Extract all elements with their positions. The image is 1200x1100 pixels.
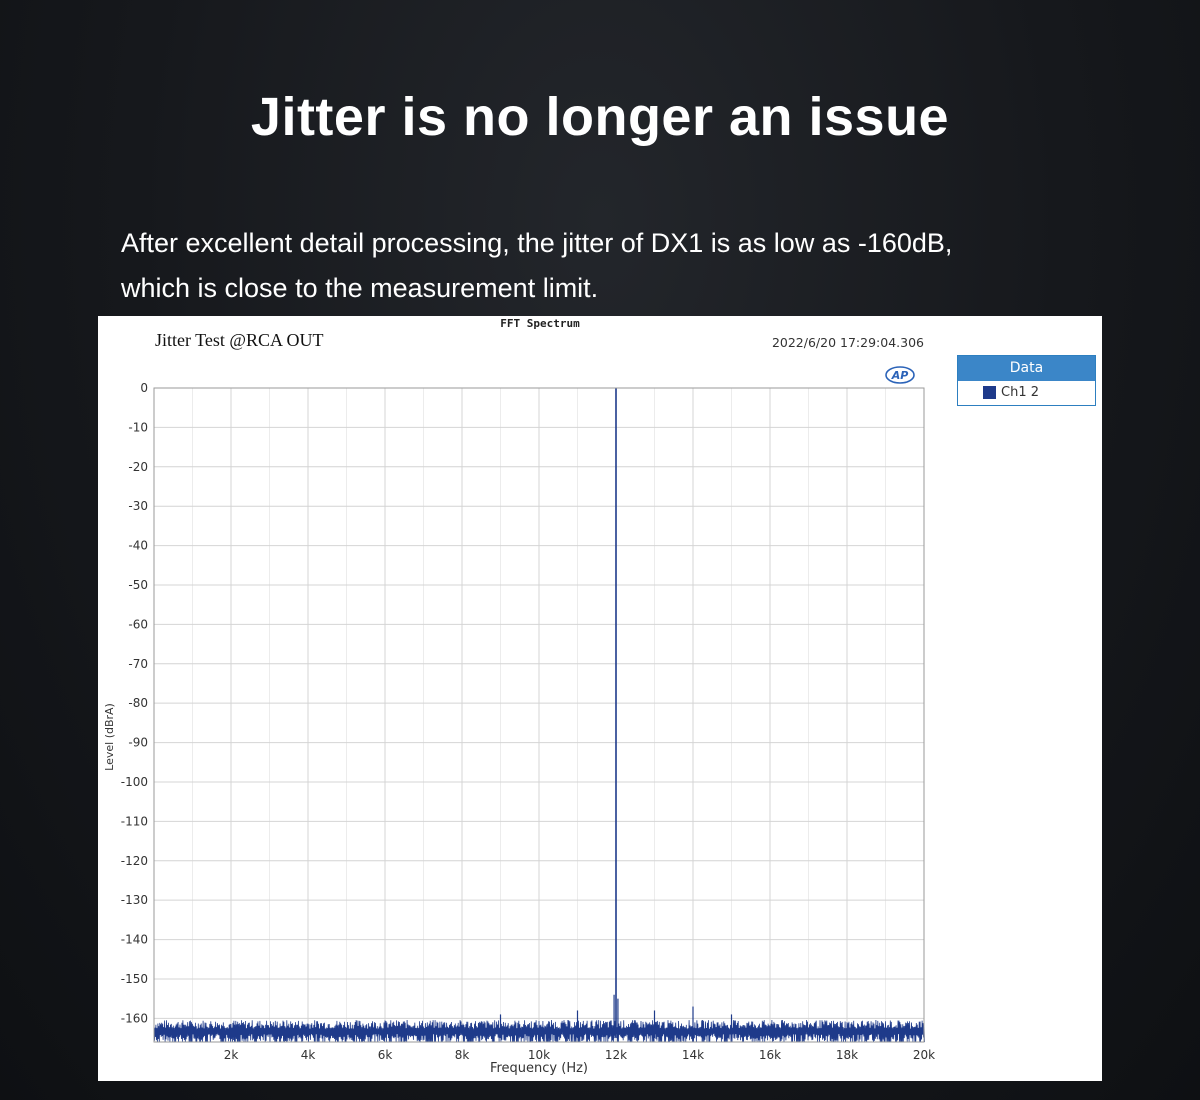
y-tick-label: -140	[121, 933, 148, 947]
x-axis-label: Frequency (Hz)	[490, 1061, 588, 1076]
page-headline: Jitter is no longer an issue	[250, 87, 950, 147]
legend-swatch	[983, 386, 996, 399]
y-tick-label: 0	[140, 381, 148, 395]
legend-title: Data	[958, 356, 1095, 381]
page-description: After excellent detail processing, the j…	[121, 221, 1121, 311]
y-tick-label: -120	[121, 854, 148, 868]
y-tick-label: -60	[128, 617, 148, 631]
fft-spectrum-chart: 0 -10 -20 -30 -40 -50 -60 -70 -80 -90 -100 -110 -120…	[103, 317, 935, 1076]
x-tick-label: 4k	[301, 1048, 316, 1062]
y-tick-label: -40	[128, 539, 148, 553]
y-tick-label: -110	[121, 814, 148, 828]
y-tick-label: -30	[128, 499, 148, 513]
y-tick-label: -90	[128, 736, 148, 750]
ap-logo-ring	[885, 366, 915, 384]
y-tick-label: -10	[128, 420, 148, 434]
y-tick-label: -70	[128, 657, 148, 671]
legend-entry: Ch1 2	[958, 381, 1095, 405]
chart-legend: Data Ch1 2	[957, 355, 1096, 406]
x-tick-label: 20k	[913, 1048, 935, 1062]
x-tick-label: 14k	[682, 1048, 704, 1062]
y-tick-label: -80	[128, 696, 148, 710]
ap-logo-icon: AP	[885, 366, 915, 384]
ap-logo-text: AP	[891, 369, 909, 382]
x-tick-label: 12k	[605, 1048, 627, 1062]
chart-timestamp: 2022/6/20 17:29:04.306	[772, 335, 924, 350]
description-line-1: After excellent detail processing, the j…	[121, 228, 953, 258]
chart-subtitle: Jitter Test @RCA OUT	[155, 330, 324, 350]
y-axis-label: Level (dBrA)	[103, 703, 116, 771]
x-tick-label: 6k	[378, 1048, 393, 1062]
noise-floor-trace	[153, 1019, 925, 1043]
chart-title: FFT Spectrum	[500, 317, 580, 330]
y-tick-label: -130	[121, 893, 148, 907]
y-tick-label: -150	[121, 972, 148, 986]
description-line-2: which is close to the measurement limit.	[121, 273, 599, 303]
x-tick-label: 16k	[759, 1048, 781, 1062]
y-tick-label: -100	[121, 775, 148, 789]
y-tick-label: -20	[128, 460, 148, 474]
plot-frame	[153, 387, 925, 1043]
x-tick-label: 10k	[528, 1048, 550, 1062]
x-tick-label: 2k	[224, 1048, 239, 1062]
x-tick-label: 8k	[455, 1048, 470, 1062]
fft-chart-panel: 0 -10 -20 -30 -40 -50 -60 -70 -80 -90 -100 -110 -120…	[98, 316, 1102, 1081]
x-tick-label: 18k	[836, 1048, 858, 1062]
legend-entry-label: Ch1 2	[1001, 385, 1039, 400]
y-tick-label: -50	[128, 578, 148, 592]
y-tick-label: -160	[121, 1011, 148, 1025]
